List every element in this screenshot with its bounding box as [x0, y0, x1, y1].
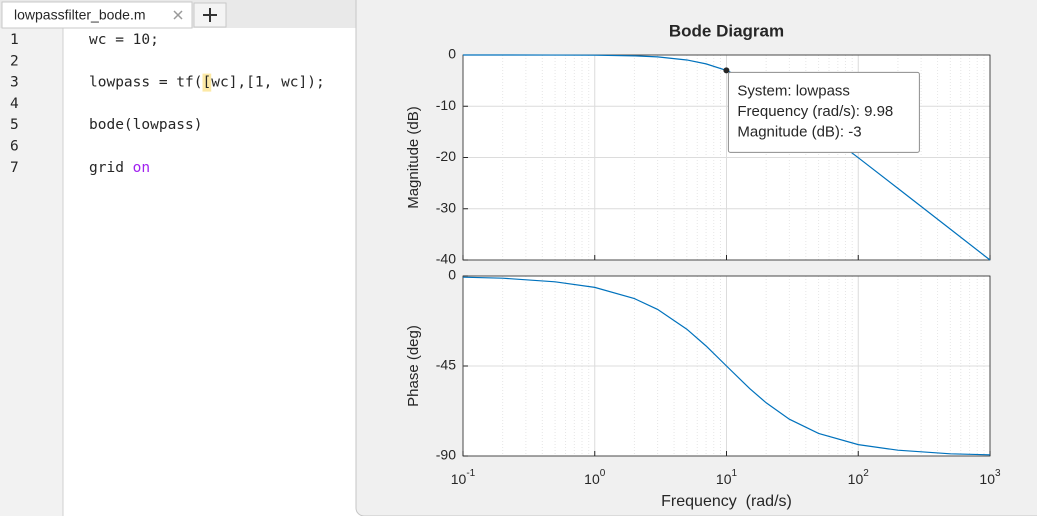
- datatip-text: System: lowpass: [737, 82, 850, 99]
- x-tick-label: 102: [848, 468, 870, 487]
- y-axis-label: Phase (deg): [405, 325, 422, 407]
- y-tick-label: 0: [448, 267, 456, 283]
- response-line: [462, 276, 991, 456]
- line-number: 3: [10, 75, 19, 91]
- tab-title[interactable]: lowpassfilter_bode.m: [14, 7, 146, 23]
- bracket-highlight: [202, 73, 212, 92]
- x-axis-label: Frequency (rad/s): [661, 493, 792, 510]
- line-number: 4: [10, 96, 19, 112]
- line-number: 5: [10, 117, 19, 133]
- y-tick-label: -10: [436, 97, 456, 113]
- datatip-text: Magnitude (dB): -3: [737, 123, 861, 140]
- code-token: wc = 10;: [89, 32, 159, 48]
- code-token: bode(lowpass): [89, 117, 203, 133]
- x-tick-base: 10: [979, 471, 995, 487]
- x-tick-label: 101: [716, 468, 738, 487]
- plot-title: Bode Diagram: [669, 21, 784, 40]
- x-tick-base: 10: [451, 471, 467, 487]
- code-token: [: [203, 75, 212, 91]
- code-line: wc = 10;: [89, 32, 159, 48]
- datatip-box: [727, 71, 920, 153]
- gutter: [0, 28, 63, 516]
- code: 1 wc = 10; 2 3 lowpass = tf([wc],[1, wc]); 4 5…: [10, 32, 325, 176]
- x-tick-exponent: 3: [995, 468, 1001, 479]
- datatip-text: Frequency (rad/s): 9.98: [737, 103, 893, 120]
- datatip-marker: [723, 67, 730, 74]
- line-number: 2: [10, 53, 19, 69]
- line-number: 1: [10, 32, 19, 48]
- code-token: grid: [89, 160, 133, 176]
- x-tick-exponent: 0: [600, 468, 606, 479]
- x-tick-base: 10: [584, 471, 600, 487]
- y-tick-label: -20: [436, 148, 456, 164]
- code-line: grid on: [89, 160, 150, 176]
- code-token: wc],[1, wc]);: [211, 75, 325, 91]
- tab-close[interactable]: [173, 10, 183, 20]
- x-tick-base: 10: [716, 471, 732, 487]
- y-tick-label: 0: [448, 46, 456, 62]
- x-tick-base: 10: [848, 471, 864, 487]
- axes-border: [462, 275, 991, 457]
- code-token: on: [133, 160, 150, 176]
- code-token: lowpass = tf(: [89, 75, 203, 91]
- x-tick-exponent: -1: [466, 468, 475, 479]
- x-tick-label: 100: [584, 468, 606, 487]
- x-tick-label: 103: [979, 468, 1001, 487]
- code-line: lowpass = tf([wc],[1, wc]);: [89, 75, 325, 91]
- line-number: 7: [10, 160, 19, 176]
- x-tick-exponent: 1: [732, 468, 738, 479]
- y-tick-label: -90: [436, 447, 456, 463]
- tab[interactable]: [1, 1, 193, 29]
- axes-border: [462, 54, 991, 261]
- code-line: bode(lowpass): [89, 117, 203, 133]
- plus-icon[interactable]: [203, 8, 217, 22]
- x-tick-label: 10-1: [451, 468, 476, 487]
- y-tick-label: -30: [436, 199, 456, 215]
- x-tick-exponent: 2: [863, 468, 869, 479]
- y-axis-label: Magnitude (dB): [405, 106, 422, 209]
- y-tick-label: -40: [436, 251, 456, 267]
- y-tick-label: -45: [436, 357, 456, 373]
- line-number: 6: [10, 139, 19, 155]
